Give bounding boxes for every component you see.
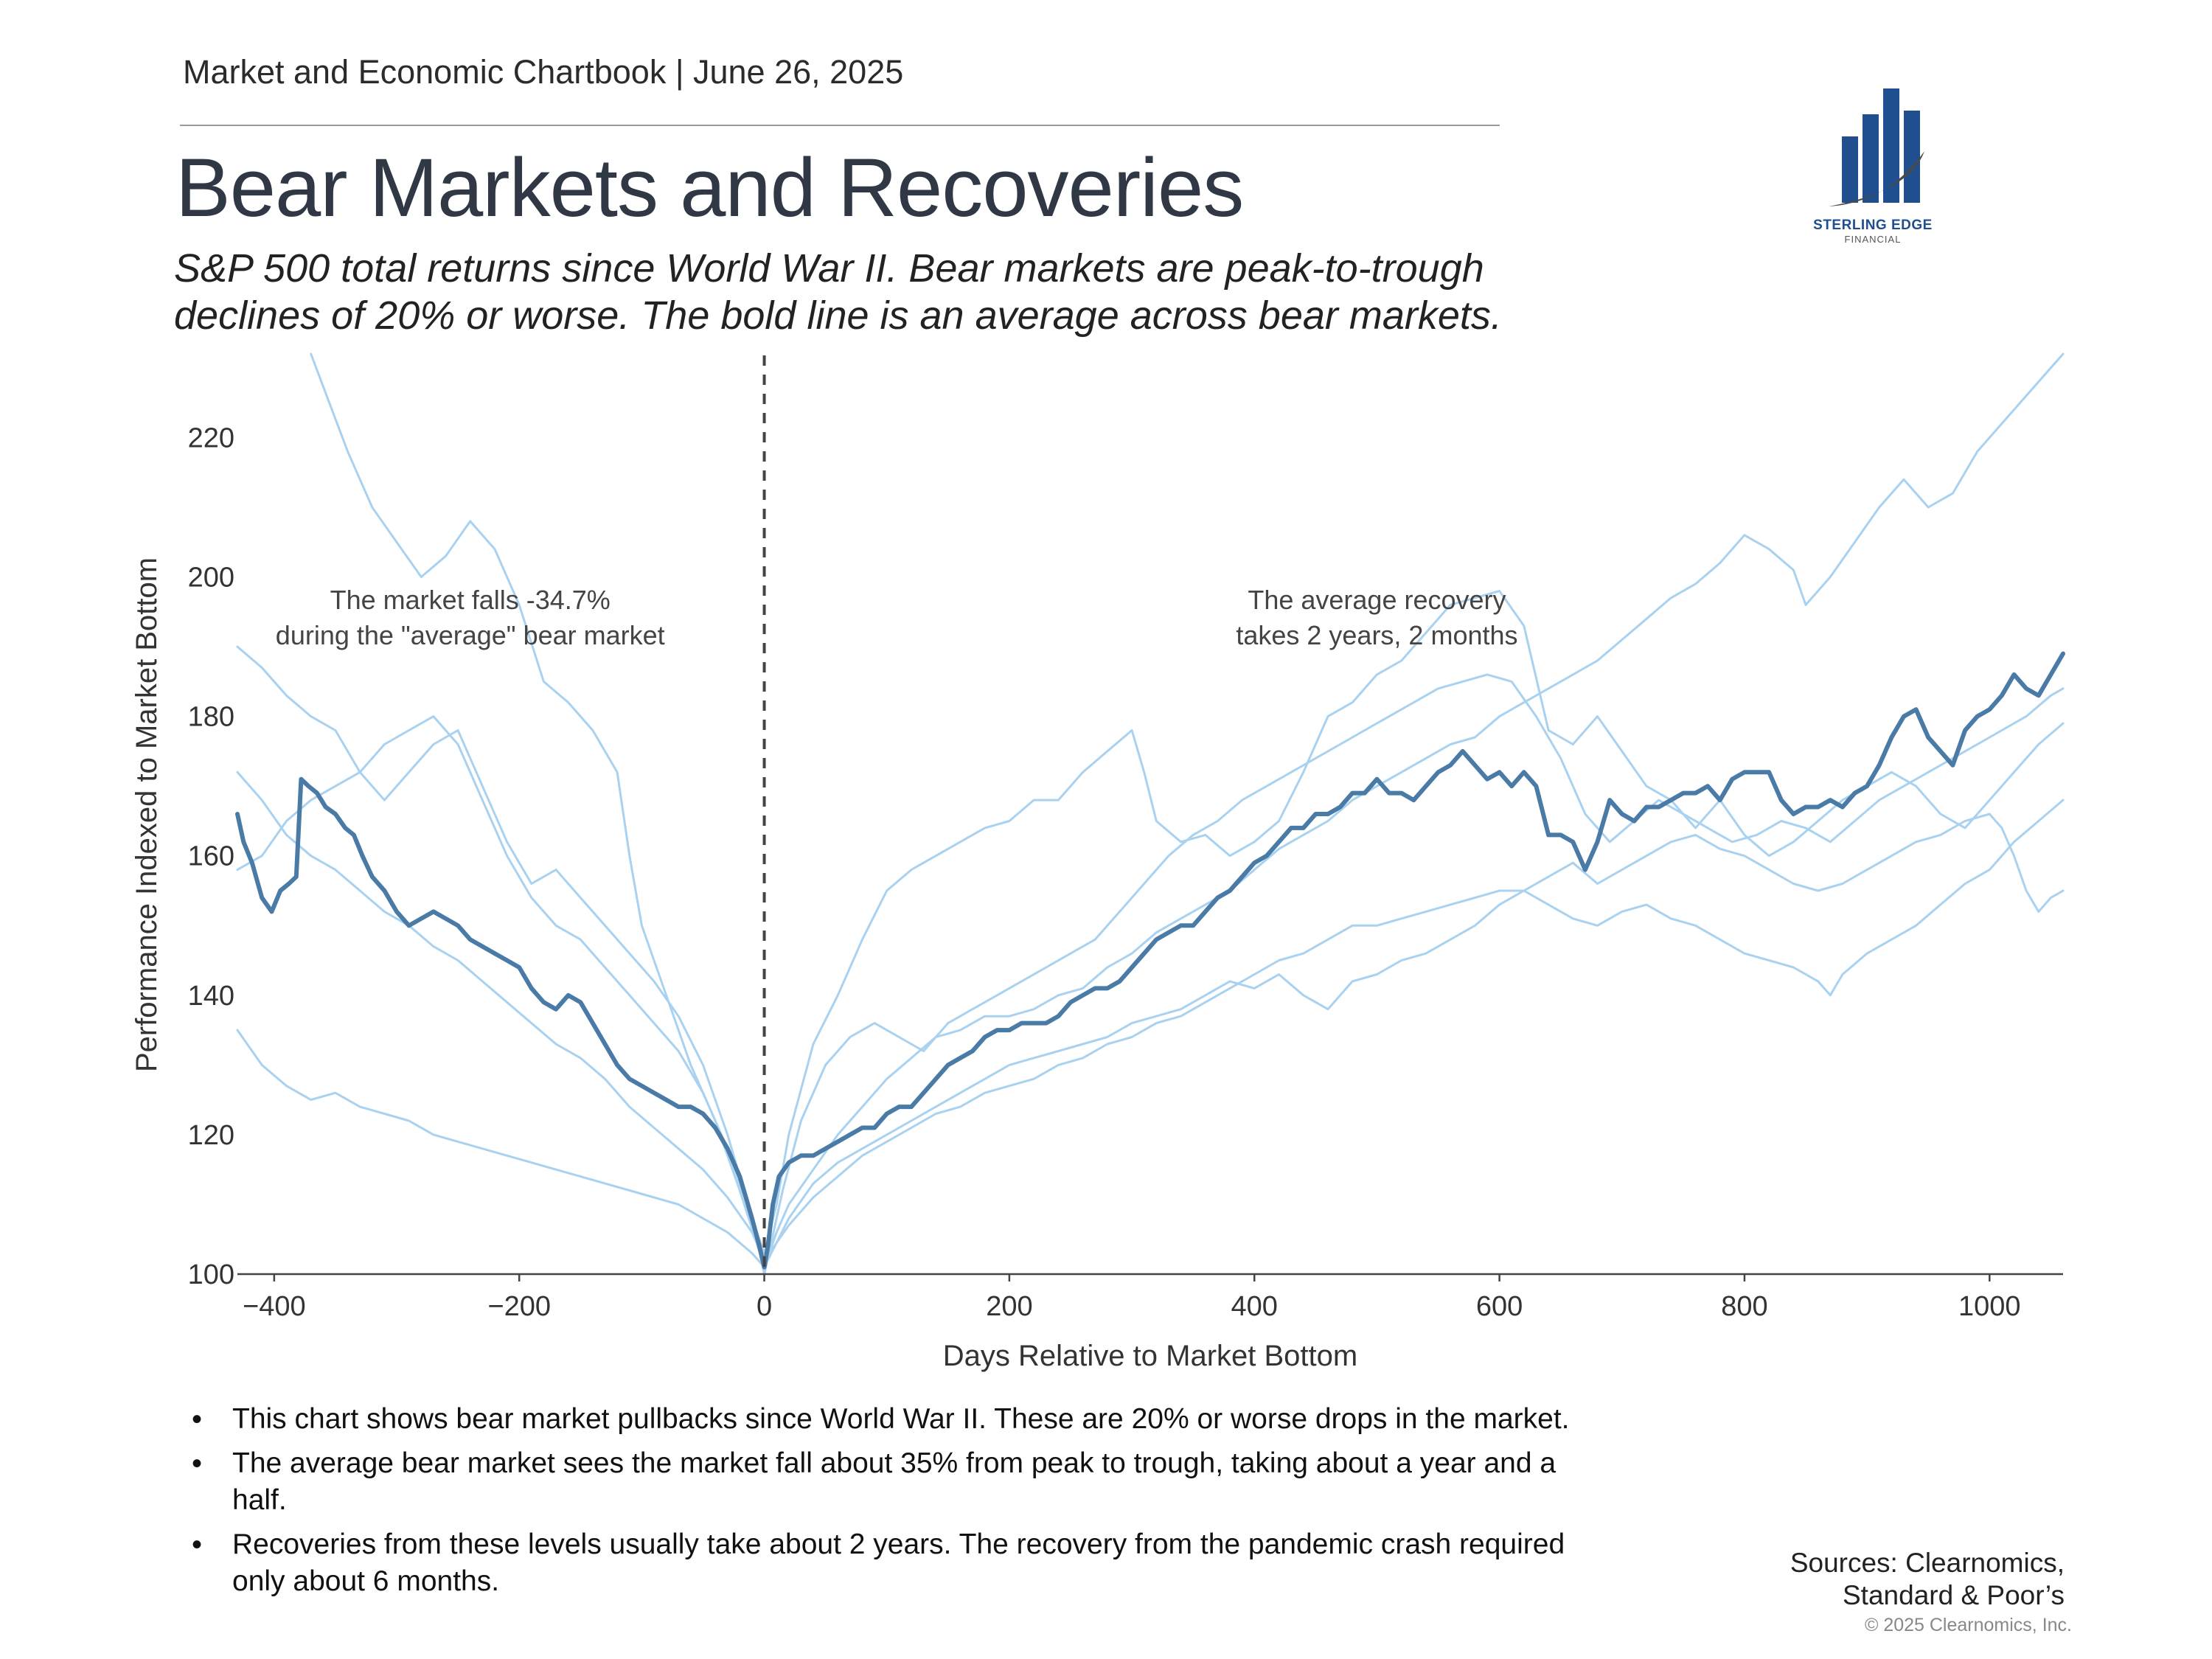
x-axis-label: Days Relative to Market Bottom: [943, 1340, 1357, 1372]
annotation-layer: The market falls -34.7% during the "avera…: [276, 585, 1518, 650]
x-tick-label: 600: [1476, 1291, 1523, 1322]
logo-bars-icon: [1829, 88, 1924, 206]
bear-market-series-line: [310, 352, 2065, 1268]
y-tick-label: 120: [188, 1120, 234, 1151]
x-tick-label: −400: [243, 1291, 306, 1322]
bear-market-series-line: [236, 771, 2065, 1262]
chartbook-header: Market and Economic Chartbook | June 26,…: [183, 53, 904, 91]
bear-market-series-line: [236, 813, 2065, 1268]
sources-line-2: Standard & Poor’s: [1843, 1580, 2065, 1610]
sources-line-1: Sources: Clearnomics,: [1790, 1548, 2065, 1578]
y-tick-label: 100: [188, 1259, 234, 1290]
bullet-item: This chart shows bear market pullbacks s…: [192, 1401, 1593, 1438]
bear-market-series-line: [236, 673, 2065, 1276]
page-subtitle: S&P 500 total returns since World War II…: [174, 246, 1502, 338]
x-tick-label: 800: [1721, 1291, 1767, 1322]
sources-note: Sources: Clearnomics, Standard & Poor’s: [1790, 1547, 2065, 1612]
annotation-text: during the "average" bear market: [276, 620, 665, 650]
x-tick-label: 200: [986, 1291, 1032, 1322]
y-axis-label: Performance Indexed to Market Bottom: [131, 557, 163, 1072]
company-logo: STERLING EDGE FINANCIAL: [1799, 81, 1947, 251]
y-tick-label: 160: [188, 841, 234, 872]
page-title: Bear Markets and Recoveries: [175, 142, 1244, 234]
x-tick-label: 400: [1231, 1291, 1278, 1322]
y-tick-label: 140: [188, 981, 234, 1012]
y-tick-label: 180: [188, 702, 234, 733]
x-tick-label: −200: [487, 1291, 551, 1322]
bear-market-chart: −400 −200 0 200 400 600 800 1000 100 120 140 160 180…: [131, 352, 2065, 1372]
logo-name: STERLING EDGE: [1813, 218, 1933, 233]
annotation-text: takes 2 years, 2 months: [1236, 620, 1517, 650]
annotation-text: The average recovery: [1248, 585, 1506, 615]
x-tick-label: 1000: [1958, 1291, 2021, 1322]
bullet-item: The average bear market sees the market …: [192, 1445, 1593, 1519]
header-divider: [180, 125, 1500, 126]
average-series-line: [235, 651, 2065, 1270]
annotation-text: The market falls -34.7%: [330, 585, 611, 615]
tick-layer: −400 −200 0 200 400 600 800 1000 100 120 140 160 180…: [188, 422, 2021, 1322]
x-tick-label: 0: [757, 1291, 772, 1322]
bullet-list: This chart shows bear market pullbacks s…: [192, 1401, 1593, 1607]
logo-subname: FINANCIAL: [1844, 234, 1902, 245]
series-layer: [235, 352, 2065, 1276]
copyright: © 2025 Clearnomics, Inc.: [1864, 1615, 2072, 1635]
bear-market-series-line: [236, 590, 2065, 1255]
bullet-item: Recoveries from these levels usually tak…: [192, 1526, 1593, 1600]
y-tick-label: 220: [188, 422, 234, 453]
y-tick-label: 200: [188, 563, 234, 594]
